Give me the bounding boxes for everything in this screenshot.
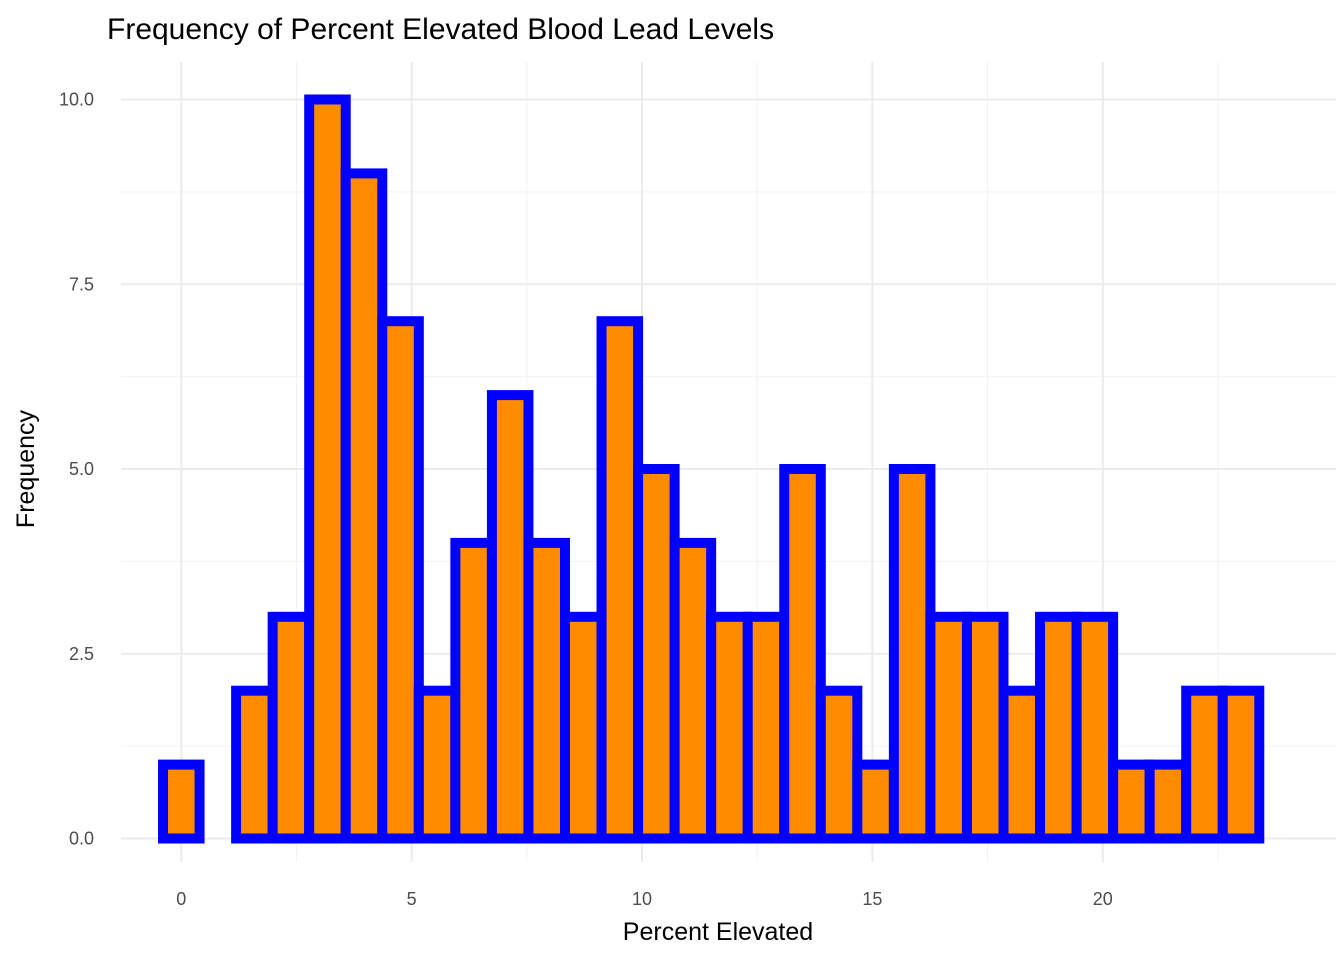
histogram-bar — [340, 168, 388, 844]
histogram-bar — [486, 390, 534, 844]
histogram-bar — [1071, 611, 1119, 844]
x-tick-label: 15 — [862, 889, 882, 909]
histogram-bar — [815, 685, 863, 844]
histogram-bar — [377, 316, 424, 844]
x-tick-label: 5 — [407, 889, 417, 909]
histogram-bar — [852, 759, 899, 844]
histogram-bar — [523, 537, 570, 844]
histogram-bar — [888, 464, 936, 844]
histogram-bar — [961, 611, 1009, 844]
x-axis-ticks: 0 5 10 15 20 — [176, 889, 1113, 909]
y-axis-title: Frequency — [12, 409, 40, 528]
histogram-bar — [633, 464, 680, 844]
histogram-bar — [559, 611, 607, 844]
histogram-bar — [669, 537, 717, 844]
histogram-bar — [1108, 759, 1155, 844]
histogram-bar — [158, 759, 205, 844]
y-tick-label: 0.0 — [69, 829, 94, 849]
x-axis-title: Percent Elevated — [623, 918, 813, 946]
histogram-bar — [1035, 611, 1082, 844]
histogram-bar — [706, 611, 753, 844]
x-tick-label: 0 — [176, 889, 186, 909]
histogram-bar — [267, 611, 315, 844]
histogram-bar — [779, 464, 826, 844]
histogram-bar — [1217, 685, 1265, 844]
histogram-bar — [231, 685, 278, 844]
histogram-bar — [925, 611, 972, 844]
chart-title: Frequency of Percent Elevated Blood Lead… — [107, 13, 774, 46]
histogram-bar — [1144, 759, 1192, 844]
y-axis-ticks: 0.0 2.5 5.0 7.5 10.0 — [59, 90, 94, 849]
y-tick-label: 5.0 — [69, 459, 94, 479]
x-tick-label: 20 — [1093, 889, 1113, 909]
histogram-bar — [304, 94, 351, 844]
histogram-bar — [998, 685, 1046, 844]
y-tick-label: 7.5 — [69, 274, 94, 294]
histogram-bar — [1181, 685, 1228, 844]
y-tick-label: 2.5 — [69, 644, 94, 664]
bars — [158, 94, 1265, 844]
x-tick-label: 10 — [632, 889, 652, 909]
histogram-bar — [742, 611, 790, 844]
histogram-bar — [596, 316, 644, 844]
histogram-bar — [413, 685, 461, 844]
histogram-bar — [450, 537, 497, 844]
y-tick-label: 10.0 — [59, 90, 94, 110]
